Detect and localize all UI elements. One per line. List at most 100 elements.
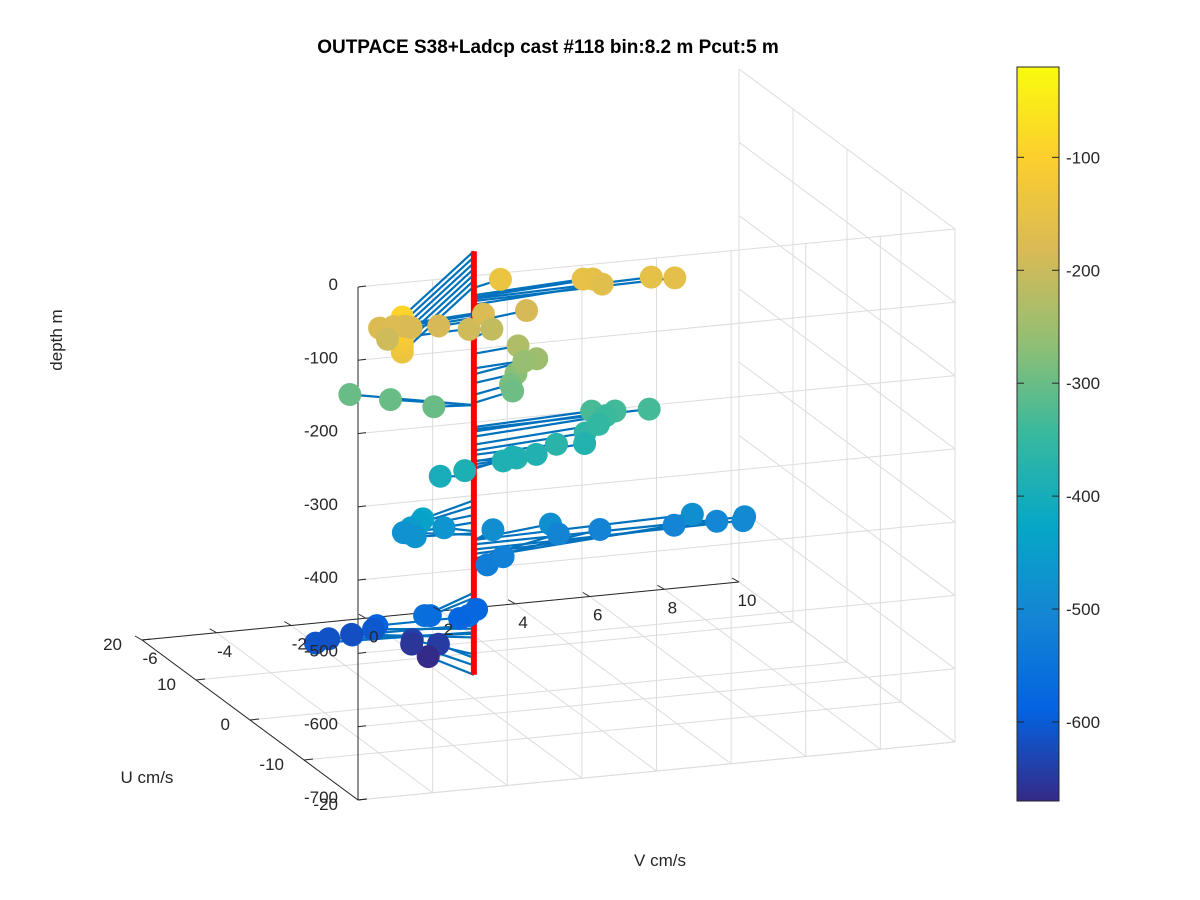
z-tick-label: -400: [304, 568, 338, 587]
data-point: [480, 317, 504, 341]
gridline: [738, 288, 956, 450]
x-tick-mark: [134, 635, 143, 641]
data-point: [400, 632, 424, 656]
gridline: [738, 508, 956, 670]
data-point: [731, 509, 755, 533]
data-point: [465, 597, 489, 621]
data-point: [418, 604, 442, 628]
x-tick-label: 8: [668, 598, 677, 617]
z-tick-label: -100: [304, 348, 338, 367]
z-tick-mark: [357, 285, 367, 288]
gridline: [738, 215, 956, 376]
gridline: [195, 621, 794, 681]
data-point: [590, 272, 614, 296]
x-tick-label: -2: [292, 635, 307, 654]
data-point: [588, 518, 612, 542]
data-point: [338, 383, 362, 407]
stem-line: [473, 275, 652, 300]
data-point: [663, 266, 687, 290]
gridline: [738, 68, 956, 230]
data-point: [457, 317, 481, 341]
gridline: [357, 741, 956, 801]
z-tick-mark: [357, 578, 367, 581]
colorbar-tick-label: -600: [1066, 713, 1100, 732]
gridline: [357, 521, 956, 581]
z-tick-label: -200: [304, 422, 338, 441]
x-tick-label: -4: [217, 642, 232, 661]
x-tick-label: 6: [593, 606, 602, 625]
x-tick-mark: [657, 584, 665, 590]
data-point: [662, 513, 686, 537]
x-tick-mark: [284, 621, 292, 626]
data-point: [524, 442, 548, 466]
gridline: [357, 448, 956, 508]
points: [303, 265, 757, 669]
colorbar-gradient: [1016, 66, 1060, 802]
x-tick-label: 2: [444, 620, 453, 639]
y-tick-mark: [303, 758, 314, 761]
chart-title: OUTPACE S38+Ladcp cast #118 bin:8.2 m Pc…: [317, 37, 779, 58]
data-point: [379, 388, 403, 412]
data-point: [573, 432, 597, 456]
y-axis-label: U cm/s: [121, 768, 174, 787]
data-point: [546, 522, 570, 546]
gridline: [357, 668, 956, 728]
y-tick-mark: [141, 638, 152, 641]
x-tick-label: 4: [518, 613, 527, 632]
data-point: [491, 545, 515, 569]
y-tick-mark: [195, 678, 206, 681]
data-point: [705, 509, 729, 533]
colorbar[interactable]: -100 -200 -300 -400 -500 -600: [1016, 66, 1100, 802]
gridline: [738, 581, 956, 743]
y-tick-label: 20: [103, 635, 122, 654]
z-tick-label: -600: [304, 715, 338, 734]
y-tick-label: -10: [259, 755, 284, 774]
stem-line: [473, 410, 592, 429]
data-point: [639, 265, 663, 289]
gridline: [738, 361, 956, 523]
x-tick-mark: [358, 613, 367, 619]
data-point: [453, 459, 477, 483]
stem-line: [473, 431, 586, 452]
data-point: [488, 267, 512, 291]
data-point: [432, 516, 456, 540]
data-point: [586, 412, 610, 436]
x-tick-label: -6: [142, 649, 157, 668]
colorbar-tick-label: -300: [1066, 374, 1100, 393]
data-point: [512, 349, 536, 373]
data-point: [362, 617, 386, 641]
x-tick-label: 0: [369, 627, 378, 646]
colorbar-tick-label: -200: [1066, 261, 1100, 280]
x-tick-mark: [433, 606, 441, 612]
gridline: [303, 701, 902, 761]
data-point: [544, 432, 568, 456]
data-point: [376, 327, 400, 351]
x-tick-mark: [209, 628, 217, 634]
z-tick-mark: [357, 432, 367, 435]
colorbar-tick-label: -100: [1066, 148, 1100, 167]
colorbar-tick-label: -400: [1066, 487, 1100, 506]
data-point: [448, 606, 472, 630]
data-point: [515, 299, 539, 323]
data-point: [637, 397, 661, 421]
z-tick-mark: [357, 651, 367, 654]
gridline: [249, 661, 848, 721]
data-point: [481, 518, 505, 542]
data-point: [501, 445, 525, 469]
colorbar-ticks: -100 -200 -300 -400 -500 -600: [1017, 148, 1100, 732]
data-point: [416, 645, 440, 669]
stem-line: [473, 513, 693, 542]
axes-3d[interactable]: [141, 68, 956, 801]
data-point: [428, 464, 452, 488]
colorbar-tick-label: -500: [1066, 600, 1100, 619]
z-tick-label: -700: [304, 788, 338, 807]
axes-box: [141, 287, 740, 801]
data-point: [680, 502, 704, 526]
z-tick-label: -500: [304, 641, 338, 660]
x-tick-label: 10: [738, 591, 757, 610]
data-point: [317, 627, 341, 651]
data-point: [391, 521, 415, 545]
stem-line: [401, 250, 475, 318]
stem-line: [401, 256, 475, 324]
